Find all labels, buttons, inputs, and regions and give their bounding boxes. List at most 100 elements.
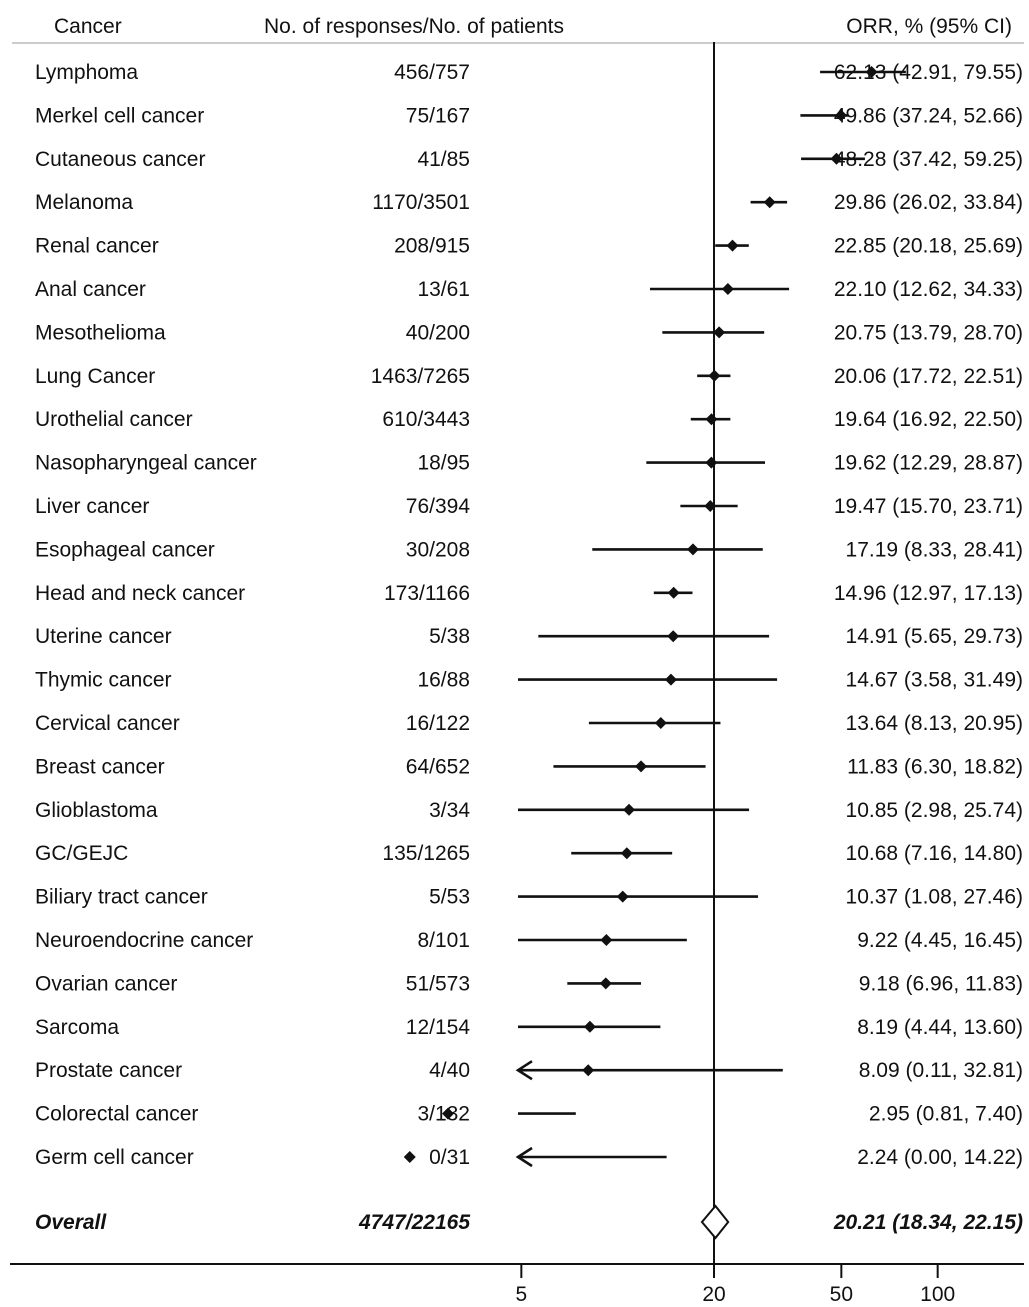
overall-row: Overall 4747/22165 20.21 (18.34, 22.15) — [35, 1204, 1023, 1240]
x-tick-label: 20 — [702, 1283, 725, 1306]
table-row: Urothelial cancer 610/3443 19.64 (16.92, 2… — [35, 408, 1023, 431]
orr-value: 9.22 (4.45, 16.45) — [857, 929, 1023, 952]
table-row: Germ cell cancer 0/31 2.24 (0.00, 14.22) — [35, 1146, 1023, 1169]
orr-point — [654, 717, 667, 729]
cancer-name: Urothelial cancer — [35, 408, 193, 431]
orr-point — [442, 1107, 455, 1120]
table-row: Biliary tract cancer 5/53 10.37 (1.08, 27.… — [35, 886, 1023, 909]
orr-value: 10.37 (1.08, 27.46) — [846, 886, 1023, 909]
cancer-name: Lymphoma — [35, 61, 138, 84]
table-row: Renal cancer 208/915 22.85 (20.18, 25.69) — [35, 235, 1023, 258]
responses-value: 41/85 — [417, 148, 470, 171]
cancer-name: Mesothelioma — [35, 321, 166, 344]
responses-value: 173/1166 — [384, 582, 470, 605]
responses-value: 18/95 — [417, 452, 470, 475]
table-row: Sarcoma 12/154 8.19 (4.44, 13.60) — [35, 1016, 1023, 1039]
cancer-name: Cutaneous cancer — [35, 148, 205, 171]
table-row: Thymic cancer 16/88 14.67 (3.58, 31.49) — [35, 669, 1023, 692]
orr-point — [705, 456, 718, 469]
orr-value: 49.86 (37.24, 52.66) — [834, 104, 1023, 127]
orr-point — [616, 890, 629, 903]
orr-point — [635, 760, 648, 773]
responses-value: 8/101 — [417, 929, 470, 952]
orr-point — [830, 152, 843, 165]
orr-value: 2.24 (0.00, 14.22) — [857, 1146, 1023, 1169]
table-row: Melanoma 1170/3501 29.86 (26.02, 33.84) — [35, 191, 1023, 214]
responses-value: 51/573 — [406, 972, 470, 995]
cancer-name: Sarcoma — [35, 1016, 119, 1039]
responses-value: 40/200 — [406, 321, 470, 344]
cancer-name: Anal cancer — [35, 278, 146, 301]
ci-arrow — [515, 1146, 533, 1168]
cancer-name: Glioblastoma — [35, 799, 158, 822]
orr-point — [667, 630, 680, 643]
cancer-name: Biliary tract cancer — [35, 886, 208, 909]
responses-value: 76/394 — [406, 495, 471, 518]
header-responses: No. of responses/No. of patients — [264, 15, 564, 38]
responses-value: 135/1265 — [382, 842, 470, 865]
table-row: Liver cancer 76/394 19.47 (15.70, 23.71) — [35, 495, 1023, 518]
cancer-name: GC/GEJC — [35, 842, 128, 865]
responses-value: 1170/3501 — [372, 191, 470, 214]
table-row: Breast cancer 64/652 11.83 (6.30, 18.82) — [35, 755, 1023, 778]
orr-value: 9.18 (6.96, 11.83) — [859, 972, 1023, 995]
cancer-name: Head and neck cancer — [35, 582, 245, 605]
orr-point — [865, 66, 878, 78]
orr-point — [834, 109, 847, 122]
table-row: Cutaneous cancer 41/85 48.28 (37.42, 59.25… — [35, 148, 1023, 171]
orr-value: 14.91 (5.65, 29.73) — [846, 625, 1023, 648]
orr-value: 62.13 (42.91, 79.55) — [834, 61, 1023, 84]
orr-point — [704, 500, 717, 512]
orr-value: 20.21 (18.34, 22.15) — [833, 1211, 1023, 1234]
responses-value: 13/61 — [417, 278, 470, 301]
cancer-name: Thymic cancer — [35, 669, 172, 692]
orr-value: 14.96 (12.97, 17.13) — [834, 582, 1023, 605]
table-row: Uterine cancer 5/38 14.91 (5.65, 29.73) — [35, 625, 1023, 648]
cancer-name: Colorectal cancer — [35, 1103, 198, 1126]
table-row: Merkel cell cancer 75/167 49.86 (37.24, 52… — [35, 104, 1023, 127]
orr-value: 17.19 (8.33, 28.41) — [846, 538, 1023, 561]
orr-point — [708, 369, 721, 382]
responses-value: 16/88 — [417, 669, 470, 692]
x-ticks: 5 20 50 100 — [515, 1264, 955, 1306]
orr-point — [583, 1020, 596, 1033]
orr-value: 14.67 (3.58, 31.49) — [846, 669, 1023, 692]
table-row: Head and neck cancer 173/1166 14.96 (12.97… — [35, 582, 1023, 605]
orr-value: 11.83 (6.30, 18.82) — [847, 755, 1023, 778]
responses-value: 30/208 — [406, 538, 470, 561]
orr-value: 13.64 (8.13, 20.95) — [846, 712, 1023, 735]
orr-value: 8.09 (0.11, 32.81) — [859, 1059, 1023, 1082]
responses-value: 3/34 — [429, 799, 470, 822]
rows-layer: Lymphoma 456/757 62.13 (42.91, 79.55) Merke… — [35, 61, 1023, 1240]
orr-value: 20.75 (13.79, 28.70) — [834, 321, 1023, 344]
orr-value: 10.85 (2.98, 25.74) — [846, 799, 1023, 822]
orr-value: 10.68 (7.16, 14.80) — [846, 842, 1023, 865]
orr-value: 20.06 (17.72, 22.51) — [834, 365, 1023, 388]
orr-value: 19.64 (16.92, 22.50) — [834, 408, 1023, 431]
table-row: Esophageal cancer 30/208 17.19 (8.33, 28.4… — [35, 538, 1023, 561]
responses-value: 16/122 — [406, 712, 470, 735]
cancer-name: Ovarian cancer — [35, 972, 177, 995]
table-row: Prostate cancer 4/40 8.09 (0.11, 32.81) — [35, 1059, 1023, 1082]
table-row: GC/GEJC 135/1265 10.68 (7.16, 14.80) — [35, 842, 1023, 865]
cancer-name: Germ cell cancer — [35, 1146, 194, 1169]
orr-value: 29.86 (26.02, 33.84) — [834, 191, 1023, 214]
orr-value: 19.62 (12.29, 28.87) — [834, 452, 1023, 475]
table-row: Glioblastoma 3/34 10.85 (2.98, 25.74) — [35, 799, 1023, 822]
orr-value: 2.95 (0.81, 7.40) — [869, 1103, 1023, 1126]
orr-value: 22.85 (20.18, 25.69) — [834, 235, 1023, 258]
responses-value: 75/167 — [406, 104, 470, 127]
responses-value: 456/757 — [394, 61, 470, 84]
responses-value: 4/40 — [429, 1059, 470, 1082]
table-row: Cervical cancer 16/122 13.64 (8.13, 20.95) — [35, 712, 1023, 735]
cancer-name: Neuroendocrine cancer — [35, 929, 253, 952]
orr-point — [600, 934, 613, 946]
orr-point — [664, 673, 677, 686]
orr-value: 22.10 (12.62, 34.33) — [834, 278, 1023, 301]
table-row: Nasopharyngeal cancer 18/95 19.62 (12.29, … — [35, 452, 1023, 475]
cancer-name: Nasopharyngeal cancer — [35, 452, 257, 475]
table-row: Lung Cancer 1463/7265 20.06 (17.72, 22.51) — [35, 365, 1023, 388]
orr-point — [667, 586, 680, 599]
cancer-name: Overall — [35, 1211, 107, 1234]
table-row: Lymphoma 456/757 62.13 (42.91, 79.55) — [35, 61, 1023, 84]
